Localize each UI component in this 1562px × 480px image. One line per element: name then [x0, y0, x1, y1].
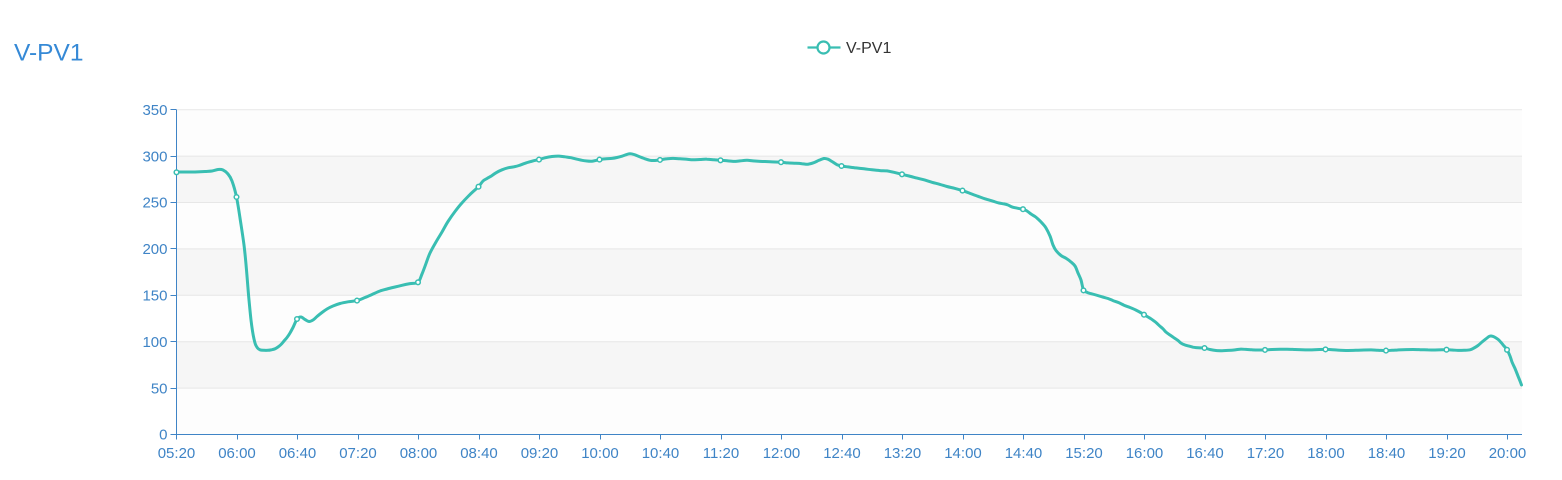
svg-text:12:00: 12:00 — [763, 445, 801, 462]
svg-text:18:00: 18:00 — [1307, 445, 1345, 462]
svg-text:08:00: 08:00 — [400, 445, 438, 462]
svg-text:200: 200 — [142, 241, 167, 258]
svg-text:V-PV1: V-PV1 — [846, 40, 891, 57]
svg-text:20:00: 20:00 — [1489, 445, 1527, 462]
svg-text:09:20: 09:20 — [521, 445, 559, 462]
svg-text:10:00: 10:00 — [581, 445, 619, 462]
svg-text:19:20: 19:20 — [1428, 445, 1466, 462]
svg-text:12:40: 12:40 — [823, 445, 861, 462]
svg-text:14:40: 14:40 — [1005, 445, 1043, 462]
svg-text:15:20: 15:20 — [1065, 445, 1103, 462]
svg-text:250: 250 — [142, 195, 167, 212]
svg-text:0: 0 — [159, 427, 167, 444]
svg-text:05:20: 05:20 — [158, 445, 196, 462]
svg-text:18:40: 18:40 — [1368, 445, 1406, 462]
svg-text:16:40: 16:40 — [1186, 445, 1224, 462]
svg-text:50: 50 — [151, 380, 168, 397]
svg-text:100: 100 — [142, 334, 167, 351]
svg-text:14:00: 14:00 — [944, 445, 982, 462]
svg-text:06:00: 06:00 — [218, 445, 256, 462]
svg-text:08:40: 08:40 — [460, 445, 498, 462]
svg-text:150: 150 — [142, 288, 167, 305]
svg-text:11:20: 11:20 — [703, 445, 739, 462]
svg-text:300: 300 — [142, 148, 167, 165]
svg-text:10:40: 10:40 — [642, 445, 680, 462]
svg-text:06:40: 06:40 — [279, 445, 317, 462]
svg-text:16:00: 16:00 — [1126, 445, 1164, 462]
svg-text:V-PV1: V-PV1 — [14, 40, 83, 67]
svg-text:07:20: 07:20 — [339, 445, 377, 462]
svg-text:350: 350 — [142, 102, 167, 119]
svg-text:17:20: 17:20 — [1247, 445, 1285, 462]
svg-text:13:20: 13:20 — [884, 445, 922, 462]
